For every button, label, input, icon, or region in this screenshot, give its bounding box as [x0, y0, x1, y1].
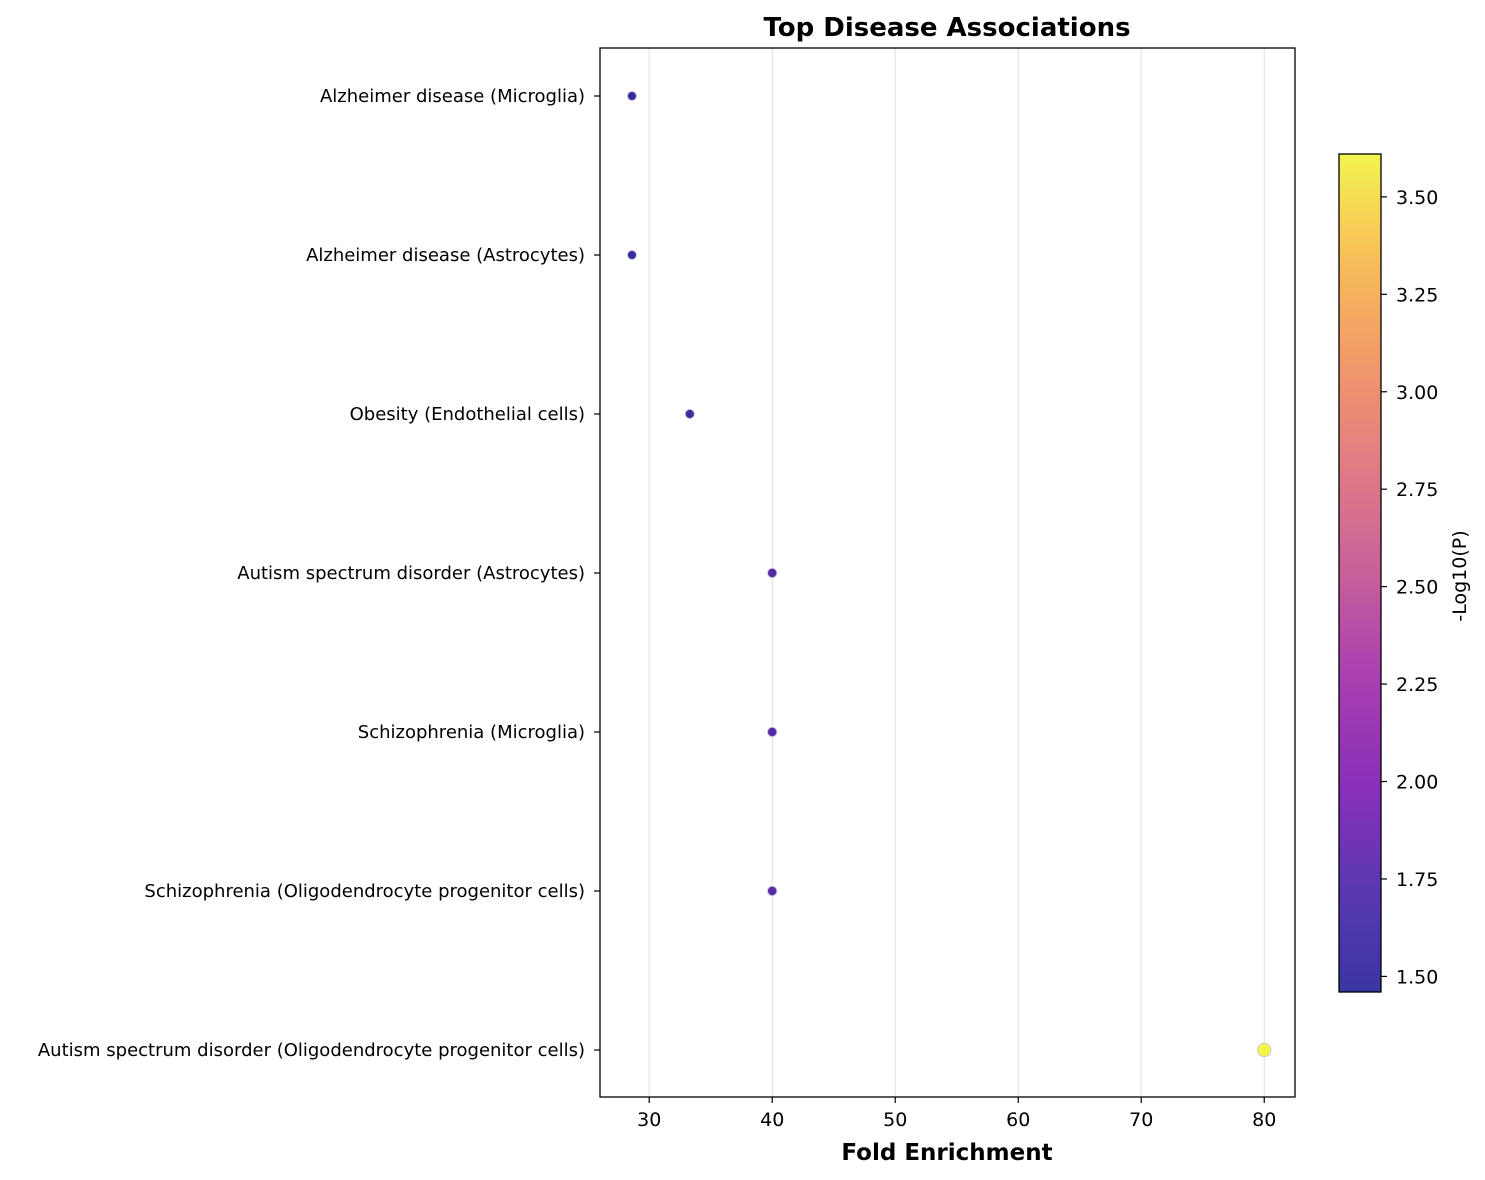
colorbar-tick-label: 2.00 — [1396, 772, 1438, 794]
colorbar-tick-label: 1.75 — [1396, 869, 1438, 891]
colorbar-tick-label: 2.50 — [1396, 577, 1438, 599]
data-point — [626, 90, 638, 102]
colorbar-tick-label: 2.75 — [1396, 479, 1438, 501]
x-tick-label: 30 — [637, 1109, 661, 1131]
category-label: Schizophrenia (Microglia) — [358, 722, 585, 743]
x-gridlines — [648, 48, 1265, 1097]
plot-area-frame — [599, 47, 1296, 1098]
x-tick-label: 50 — [883, 1109, 907, 1131]
data-point — [684, 408, 695, 420]
category-label: Schizophrenia (Oligodendrocyte progenito… — [144, 881, 585, 902]
axis-ticks: 30 40 50 60 70 80 Alzheimer disease (Microglia… — [38, 86, 1276, 1131]
x-tick-label: 80 — [1252, 1109, 1276, 1131]
category-label: Obesity (Endothelial cells) — [350, 404, 585, 425]
x-axis-title: Fold Enrichment — [841, 1140, 1052, 1166]
x-tick-label: 70 — [1129, 1109, 1153, 1131]
colorbar-tick-label: 3.25 — [1396, 284, 1438, 306]
colorbar-ticks: 1.50 1.75 2.00 2.25 2.50 2.75 3.00 3.25 3.50 — [1381, 187, 1438, 988]
x-tick-label: 40 — [760, 1109, 784, 1131]
colorbar-label: -Log10(P) — [1449, 530, 1471, 621]
data-point — [1257, 1042, 1272, 1058]
category-label: Alzheimer disease (Microglia) — [320, 86, 585, 107]
chart-title: Top Disease Associations — [763, 13, 1130, 43]
colorbar-tick-label: 1.50 — [1396, 966, 1438, 988]
category-label: Autism spectrum disorder (Astrocytes) — [237, 563, 585, 584]
colorbar-tick-label: 3.50 — [1396, 187, 1438, 209]
colorbar-tick-label: 2.25 — [1396, 674, 1438, 696]
category-label: Autism spectrum disorder (Oligodendrocyt… — [38, 1040, 585, 1061]
x-tick-label: 60 — [1006, 1109, 1030, 1131]
category-label: Alzheimer disease (Astrocytes) — [306, 245, 585, 266]
data-point — [626, 249, 638, 261]
data-points — [626, 90, 1272, 1058]
data-point — [767, 567, 778, 579]
data-point — [766, 726, 778, 738]
colorbar: 1.50 1.75 2.00 2.25 2.50 2.75 3.00 3.25 3.50 -Lo… — [1338, 153, 1471, 993]
data-point — [766, 885, 778, 897]
colorbar-gradient — [1338, 153, 1382, 993]
colorbar-tick-label: 3.00 — [1396, 382, 1438, 404]
